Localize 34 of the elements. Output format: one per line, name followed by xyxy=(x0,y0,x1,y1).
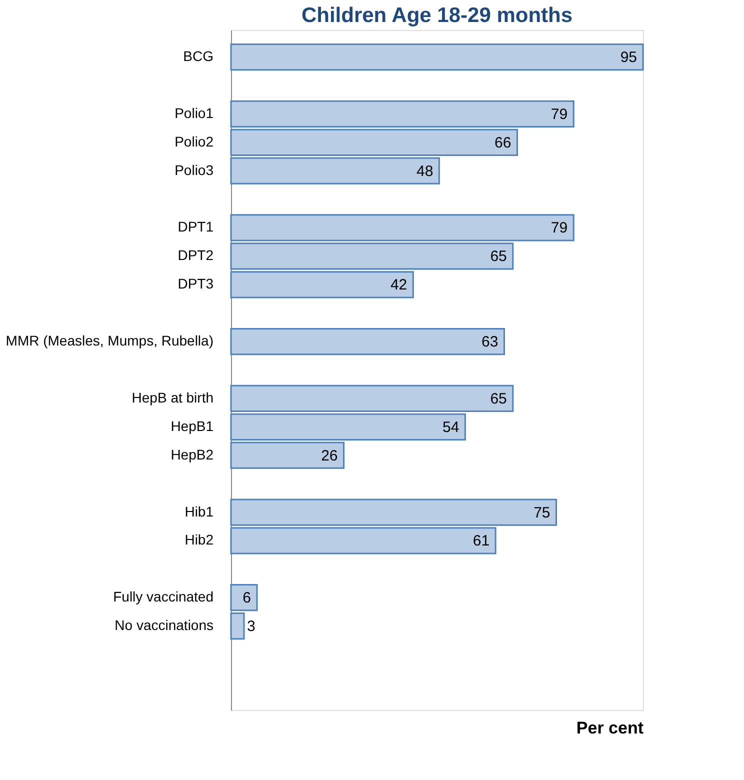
y-tick-label: DPT2 xyxy=(178,247,214,264)
y-tick-label: Hib1 xyxy=(184,503,214,520)
y-tick-label: Polio3 xyxy=(174,162,214,178)
data-label: 95 xyxy=(620,49,637,66)
y-tick-label: Hib2 xyxy=(184,532,214,548)
data-label: 26 xyxy=(321,447,338,464)
y-tick-label: Polio1 xyxy=(174,104,214,121)
y-tick-label: BCG xyxy=(183,48,214,64)
y-tick-label: DPT1 xyxy=(178,218,214,235)
data-label: 79 xyxy=(550,220,568,237)
y-tick-label: DPT3 xyxy=(178,276,214,292)
y-tick-label: Fully vaccinated xyxy=(113,588,214,605)
chart-title: Children Age 18-29 months xyxy=(301,4,573,27)
data-label: 79 xyxy=(550,106,568,123)
data-label: 66 xyxy=(494,134,512,152)
y-tick-label: HepB1 xyxy=(170,418,214,434)
data-label: 65 xyxy=(490,248,507,266)
y-tick-label: Polio2 xyxy=(174,133,214,150)
y-tick-label: No vaccinations xyxy=(114,617,214,634)
data-label: 75 xyxy=(534,504,550,522)
y-tick-label: MMR (Measles, Mumps, Rubella) xyxy=(6,332,214,349)
bar xyxy=(230,43,644,71)
data-label: 42 xyxy=(390,276,408,294)
x-axis-title: Per cent xyxy=(576,718,644,738)
data-label: 48 xyxy=(416,162,434,180)
y-tick-label: HepB2 xyxy=(170,446,214,462)
data-label: 63 xyxy=(482,334,498,351)
data-label: 6 xyxy=(242,590,252,607)
data-label: 3 xyxy=(247,618,256,636)
data-label: 54 xyxy=(442,418,460,436)
y-tick-label: HepB at birth xyxy=(132,389,214,406)
data-label: 65 xyxy=(490,390,507,408)
data-label: 61 xyxy=(472,532,490,550)
bar xyxy=(230,328,505,356)
